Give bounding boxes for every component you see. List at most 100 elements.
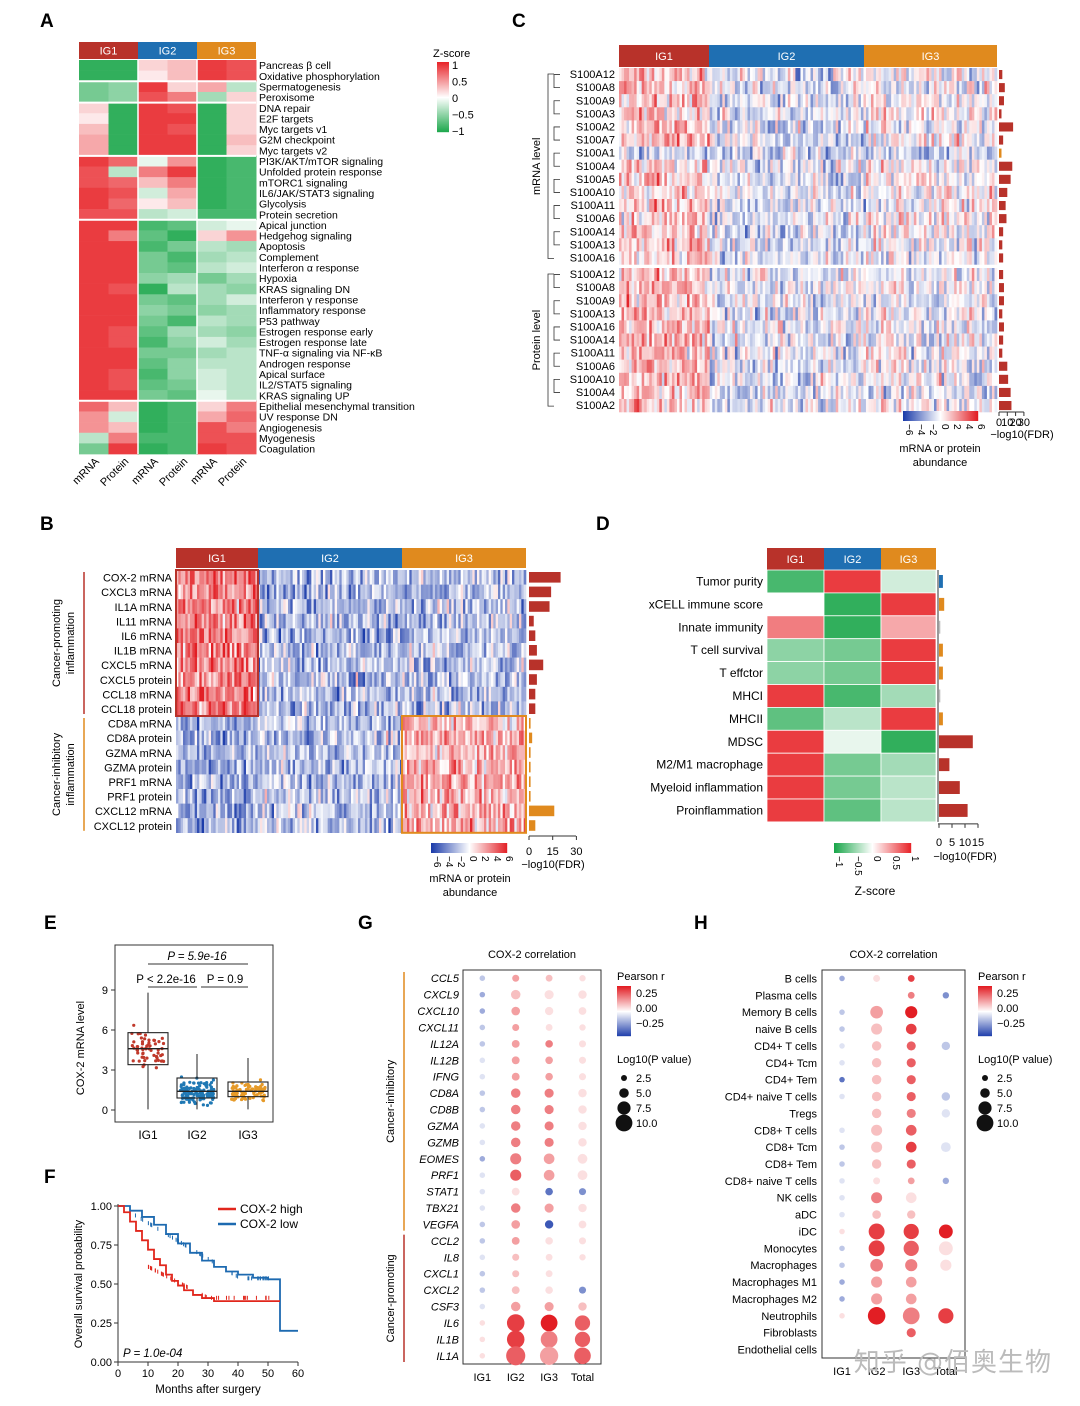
panel-a-legend-swatch — [437, 90, 449, 92]
panel-b-cell — [236, 657, 240, 673]
panel-b-cell — [302, 672, 305, 687]
panel-c-mrna-cell — [878, 133, 882, 147]
panel-b-cell — [516, 613, 520, 629]
panel-c-mrna-cell — [964, 107, 968, 121]
panel-b-cell — [323, 716, 326, 731]
panel-c-mrna-cell — [888, 81, 892, 95]
panel-c-mrna-cell — [835, 107, 839, 121]
panel-b-cell — [190, 701, 193, 717]
panel-b-cell — [493, 745, 496, 760]
panel-c-mrna-cell — [881, 199, 884, 213]
panel-b-cell — [234, 628, 237, 644]
panel-b-cell — [479, 628, 482, 644]
panel-b-cell — [397, 570, 401, 585]
panel-b-cell — [362, 599, 366, 614]
panel-c-mrna-cell — [974, 81, 978, 95]
panel-c-mrna-cell — [800, 81, 804, 95]
panel-c-mrna-cell — [833, 185, 837, 200]
panel-c-mrna-cell — [697, 107, 700, 121]
panel-c-mrna-cell — [714, 68, 718, 82]
panel-b-cell — [509, 570, 513, 585]
panel-b-bar — [529, 791, 531, 802]
panel-c-mrna-cell — [755, 172, 758, 187]
panel-b-cell — [274, 643, 277, 658]
panel-b-cell — [369, 759, 373, 775]
panel-b-cell — [220, 745, 223, 760]
panel-c-mrna-cell — [868, 172, 872, 187]
panel-c-mrna-cell — [908, 146, 912, 160]
panel-b-cell — [236, 570, 240, 585]
panel-c-mrna-cell — [936, 94, 940, 108]
panel-b-cell — [458, 759, 461, 775]
panel-c-mrna-cell — [664, 94, 668, 108]
panel-c-mrna-cell — [810, 94, 814, 108]
panel-b-cell — [341, 657, 345, 673]
panel-c-mrna-cell — [926, 68, 930, 82]
panel-c-mrna-cell — [785, 120, 789, 134]
panel-b-cell — [185, 672, 188, 687]
panel-a-legend-swatch — [437, 115, 449, 117]
panel-c-mrna-cell — [760, 146, 763, 160]
panel-b-cell — [204, 789, 207, 804]
panel-b-cell — [269, 730, 272, 746]
panel-b-legend-swatch — [434, 843, 436, 853]
panel-c-mrna-cell — [674, 94, 678, 108]
panel-c-mrna-cell — [739, 107, 743, 121]
panel-b-cell — [187, 686, 191, 702]
panel-a-cell — [167, 113, 198, 125]
panel-b-cell — [453, 613, 457, 629]
panel-c-mrna-cell — [881, 107, 884, 121]
panel-c-mrna-cell — [797, 199, 801, 213]
panel-c-mrna-cell — [974, 146, 978, 160]
panel-b-cell — [201, 745, 205, 760]
panel-b-cell — [432, 599, 436, 614]
panel-c-mrna-cell — [916, 159, 920, 173]
panel-b-cell — [421, 599, 424, 614]
panel-b-cell — [351, 613, 354, 629]
panel-b-cell — [383, 789, 387, 804]
panel-c-mrna-cell — [926, 159, 930, 173]
panel-b-cell — [194, 716, 198, 731]
panel-a-cell — [226, 81, 257, 93]
panel-b-cell — [264, 613, 268, 629]
panel-b-cell — [474, 657, 478, 673]
panel-b-cell — [390, 716, 394, 731]
panel-b-cell — [379, 789, 382, 804]
panel-c-mrna-cell — [974, 107, 978, 121]
panel-c-mrna-cell — [767, 146, 771, 160]
panel-c-mrna-cell — [772, 133, 776, 147]
panel-b-cell — [432, 613, 436, 629]
panel-c-mrna-cell — [755, 107, 758, 121]
panel-c-mrna-cell — [833, 94, 837, 108]
panel-a-row-label: Apoptosis — [259, 241, 305, 253]
panel-b-cell — [481, 730, 485, 746]
panel-c-mrna-cell — [709, 68, 713, 82]
panel-c-mrna-cell — [671, 94, 675, 108]
panel-b-cell — [306, 745, 310, 760]
panel-a-cell — [167, 315, 198, 327]
panel-c-mrna-cell — [984, 199, 988, 213]
panel-c-mrna-cell — [815, 68, 819, 82]
panel-b-cell — [519, 686, 522, 702]
panel-b-cell — [194, 759, 198, 775]
panel-b-legend-swatch — [449, 843, 451, 853]
panel-c-mrna-cell — [750, 146, 753, 160]
panel-b-cell — [484, 657, 487, 673]
panel-b-cell — [388, 599, 391, 614]
panel-b-cell — [320, 818, 324, 833]
panel-b-cell — [358, 628, 361, 644]
panel-b-legend-swatch — [441, 843, 443, 853]
panel-c-mrna-cell — [991, 146, 995, 160]
panel-b-cell — [509, 803, 513, 819]
panel-b-cell — [428, 818, 431, 833]
panel-c-mrna-cell — [737, 94, 741, 108]
panel-a-cell — [167, 219, 198, 231]
panel-c-mrna-cell — [787, 133, 791, 147]
panel-b-cell — [500, 818, 503, 833]
panel-b-cell — [374, 818, 377, 833]
panel-b-cell — [484, 730, 487, 746]
panel-b-cell — [439, 584, 443, 600]
panel-b-cell — [367, 643, 370, 658]
panel-b-cell — [446, 774, 450, 790]
panel-b-cell — [460, 628, 464, 644]
